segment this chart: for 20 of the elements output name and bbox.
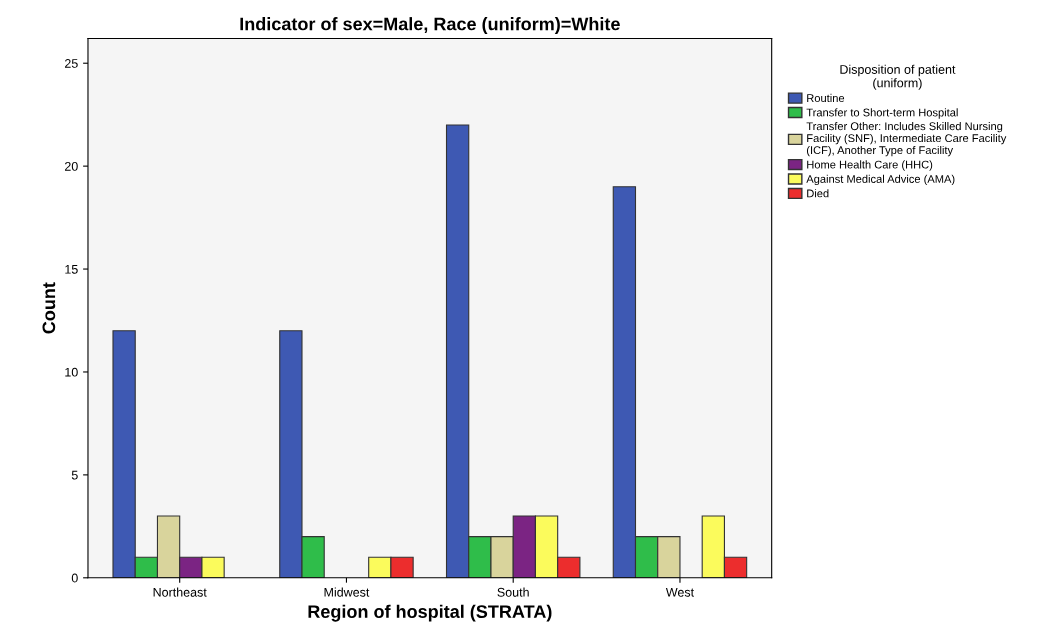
x-tick-label: South — [497, 587, 529, 597]
y-tick-label: 15 — [65, 264, 78, 274]
y-tick-label: 25 — [64, 59, 78, 68]
x-tick-label: Northeast — [153, 587, 207, 597]
y-tick-label: 20 — [64, 161, 78, 171]
chart-title: Indicator of sex=Male, Race (uniform)=White — [240, 17, 620, 34]
legend-label: Home Health Care (HHC) — [807, 160, 933, 171]
legend-label: Routine — [807, 93, 845, 103]
y-tick-label: 5 — [71, 470, 78, 480]
x-tick-label: Midwest — [324, 587, 370, 597]
legend-label: Against Medical Advice (AMA) — [806, 174, 955, 186]
legend-label: Died — [807, 189, 829, 198]
legend-label: Transfer Other: Includes Skilled Nursing Facility (SNF), Intermediate Care Facility (ICF), Another Type of Facility — [806, 121, 1007, 157]
legend-label: Transfer to Short-term Hospital — [806, 108, 958, 119]
y-tick-label: 10 — [65, 367, 78, 377]
y-axis-title: Count — [42, 282, 56, 334]
y-tick-label: 0 — [71, 573, 78, 583]
x-tick-label: West — [665, 587, 694, 597]
x-axis-title: Region of hospital (STRATA) — [308, 604, 552, 622]
legend-title: Disposition of patient (uniform) — [840, 64, 956, 90]
